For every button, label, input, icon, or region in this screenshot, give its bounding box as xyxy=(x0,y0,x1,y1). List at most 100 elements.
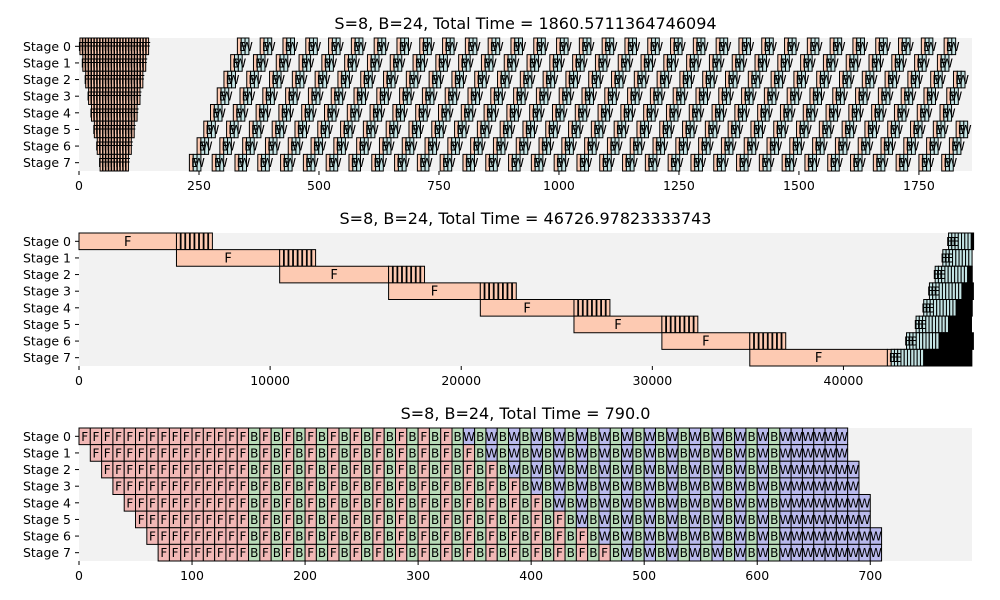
task-label: F xyxy=(217,430,224,444)
task-label: B xyxy=(702,546,710,560)
task-label: B xyxy=(326,106,334,120)
task-label: W xyxy=(537,40,549,54)
task-label: B xyxy=(747,463,755,477)
task-label: F xyxy=(228,513,235,527)
task-label: W xyxy=(944,106,956,120)
task-block xyxy=(969,265,973,284)
task-label: W xyxy=(554,56,566,70)
task-label: F xyxy=(107,40,114,54)
task-label: F xyxy=(172,546,179,560)
task-label: B xyxy=(725,513,733,527)
task-label: F xyxy=(109,123,116,137)
task-label: F xyxy=(466,463,473,477)
task-label: F xyxy=(115,463,122,477)
task-label: W xyxy=(791,463,803,477)
task-block xyxy=(591,299,597,317)
task-label: W xyxy=(214,106,226,120)
task-block xyxy=(514,104,519,122)
task-block xyxy=(295,137,301,155)
task-label: F xyxy=(239,480,246,494)
task-label: F xyxy=(466,530,473,544)
task-label: W xyxy=(595,123,607,137)
task-label: B xyxy=(657,513,665,527)
task-label: B xyxy=(889,123,897,137)
task-label: F xyxy=(224,251,231,266)
task-label: W xyxy=(444,156,456,170)
task-label: F xyxy=(109,40,116,54)
task-label: B xyxy=(341,480,349,494)
task-block xyxy=(356,153,361,172)
task-label: W xyxy=(857,40,869,54)
x-tick-label: 1250 xyxy=(663,178,695,193)
task-block xyxy=(644,120,649,139)
task-label: F xyxy=(112,56,119,70)
task-block xyxy=(618,70,624,89)
task-label: B xyxy=(476,546,484,560)
task-label: W xyxy=(900,156,912,170)
task-label: W xyxy=(898,106,910,120)
task-label: B xyxy=(479,123,487,137)
task-label: W xyxy=(644,480,656,494)
task-label: B xyxy=(295,513,303,527)
x-tick-label: 300 xyxy=(406,568,430,583)
task-label: F xyxy=(81,430,88,444)
task-label: B xyxy=(715,156,723,170)
task-label: W xyxy=(836,480,848,494)
task-label: F xyxy=(124,123,131,137)
task-block xyxy=(203,232,209,251)
task-block xyxy=(312,37,318,56)
task-label: B xyxy=(351,156,359,170)
task-label: W xyxy=(689,446,701,460)
task-block xyxy=(459,70,464,89)
task-label: F xyxy=(183,530,190,544)
task-label: F xyxy=(132,56,139,70)
task-label: B xyxy=(547,123,555,137)
task-label: W xyxy=(273,73,285,87)
task-label: B xyxy=(589,546,597,560)
task-block xyxy=(445,104,451,122)
task-label: W xyxy=(823,123,835,137)
task-label: W xyxy=(729,73,741,87)
task-label: F xyxy=(206,480,213,494)
task-label: W xyxy=(907,140,919,154)
task-block xyxy=(947,104,953,122)
task-label: F xyxy=(130,73,137,87)
task-block xyxy=(397,265,403,284)
task-label: B xyxy=(624,156,632,170)
task-label: B xyxy=(456,123,464,137)
task-block xyxy=(860,37,865,56)
task-label: B xyxy=(832,40,840,54)
task-label: F xyxy=(228,496,235,510)
task-block xyxy=(968,315,972,334)
task-block xyxy=(772,332,778,350)
task-label: B xyxy=(396,156,404,170)
task-block xyxy=(969,348,973,367)
task-label: W xyxy=(419,106,431,120)
task-label: W xyxy=(394,56,406,70)
task-label: F xyxy=(81,56,88,70)
task-label: F xyxy=(375,480,382,494)
task-block xyxy=(363,137,369,155)
y-tick-label: Stage 5 xyxy=(23,317,71,332)
task-label: F xyxy=(614,318,621,333)
task-block xyxy=(302,249,307,267)
task-label: W xyxy=(303,56,315,70)
task-label: W xyxy=(953,140,965,154)
task-label: F xyxy=(285,480,292,494)
task-block xyxy=(550,70,556,89)
task-label: F xyxy=(138,446,145,460)
task-label: B xyxy=(612,496,620,510)
task-label: W xyxy=(426,90,438,104)
task-block xyxy=(502,282,508,300)
task-label: B xyxy=(597,56,605,70)
task-label: W xyxy=(599,496,611,510)
task-block xyxy=(290,37,296,56)
task-block xyxy=(538,153,544,172)
task-label: F xyxy=(141,40,148,54)
task-label: F xyxy=(109,56,116,70)
task-label: B xyxy=(880,90,888,104)
task-label: W xyxy=(556,106,568,120)
task-label: F xyxy=(121,106,128,120)
task-block xyxy=(661,315,667,334)
task-label: W xyxy=(706,73,718,87)
